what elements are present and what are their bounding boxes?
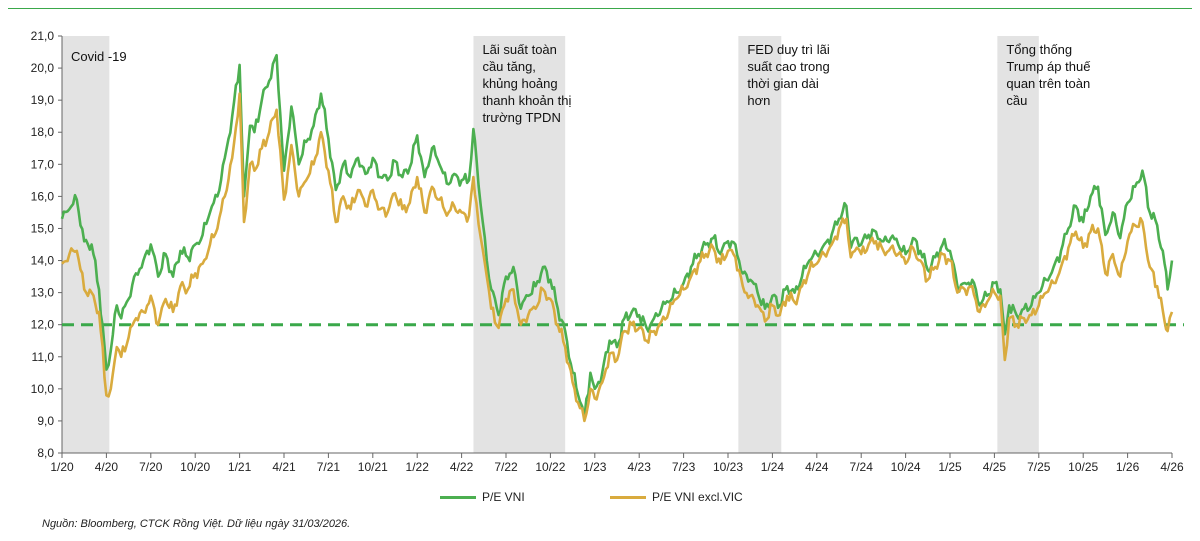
annotation-line: thanh khoản thị xyxy=(482,93,571,108)
annotation-line: quan trên toàn xyxy=(1006,76,1090,91)
x-tick-label: 10/25 xyxy=(1068,460,1098,474)
x-tick-label: 7/21 xyxy=(317,460,341,474)
x-tick-label: 4/23 xyxy=(628,460,652,474)
x-tick-label: 4/21 xyxy=(272,460,296,474)
legend-swatch-pe-vni xyxy=(440,495,476,499)
y-tick-label: 21,0 xyxy=(31,29,55,43)
y-tick-label: 14,0 xyxy=(31,254,55,268)
x-tick-label: 7/23 xyxy=(672,460,696,474)
annotation-line: FED duy trì lãi xyxy=(747,42,829,57)
y-tick-label: 16,0 xyxy=(31,189,55,203)
x-tick-label: 4/20 xyxy=(95,460,119,474)
y-tick-label: 9,0 xyxy=(37,414,54,428)
shaded-period-1 xyxy=(62,36,110,453)
series-line-p-e-vni xyxy=(60,53,1174,420)
legend: P/E VNI P/E VNI excl.VIC xyxy=(440,490,800,506)
annotation-2: Lãi suất toàn cầu tăng, khủng hoảng thanh k… xyxy=(482,42,571,125)
x-tick-label: 10/23 xyxy=(713,460,743,474)
source-note: Nguồn: Bloomberg, CTCK Rồng Việt. Dữ liệ… xyxy=(42,518,351,530)
x-tick-label: 1/24 xyxy=(761,460,785,474)
series-lines xyxy=(60,53,1174,423)
y-tick-label: 17,0 xyxy=(31,157,55,171)
x-tick-label: 7/24 xyxy=(850,460,874,474)
legend-item-pe-vni-excl-vic: P/E VNI excl.VIC xyxy=(610,490,743,504)
x-tick-label: 4/25 xyxy=(983,460,1007,474)
x-tick-label: 4/24 xyxy=(805,460,829,474)
y-tick-label: 10,0 xyxy=(31,382,55,396)
shaded-periods xyxy=(62,36,1039,453)
annotation-line: Covid -19 xyxy=(71,49,127,64)
x-tick-label: 1/22 xyxy=(406,460,430,474)
annotation-line: khủng hoảng xyxy=(482,76,557,91)
x-tick-label: 10/22 xyxy=(535,460,565,474)
annotation-line: trường TPDN xyxy=(482,110,560,125)
legend-swatch-pe-vni-excl-vic xyxy=(610,495,646,499)
y-tick-label: 15,0 xyxy=(31,221,55,235)
x-tick-label: 10/24 xyxy=(891,460,921,474)
x-tick-label: 1/20 xyxy=(50,460,74,474)
shaded-period-4 xyxy=(997,36,1039,453)
annotation-line: Tổng thống xyxy=(1006,42,1072,57)
period-annotations: Covid -19 Lãi suất toàn cầu tăng, khủng hoả… xyxy=(71,42,1091,125)
shaded-period-3 xyxy=(738,36,782,453)
annotation-line: thời gian dài xyxy=(747,76,819,91)
annotation-3: FED duy trì lãi suất cao trong thời gian d… xyxy=(747,42,829,108)
x-tick-label: 4/26 xyxy=(1160,460,1184,474)
x-tick-label: 7/22 xyxy=(494,460,518,474)
annotation-4: Tổng thống Trump áp thuế quan trên toàn cầu xyxy=(1006,42,1091,108)
legend-label-pe-vni-excl-vic: P/E VNI excl.VIC xyxy=(652,490,743,504)
x-tick-label: 1/25 xyxy=(938,460,962,474)
y-tick-label: 13,0 xyxy=(31,286,55,300)
x-tick-label: 7/25 xyxy=(1027,460,1051,474)
shaded-period-2 xyxy=(473,36,566,453)
x-tick-label: 10/21 xyxy=(358,460,388,474)
annotation-line: suất cao trong xyxy=(747,59,829,74)
x-tick-label: 4/22 xyxy=(450,460,474,474)
x-tick-label: 1/21 xyxy=(228,460,252,474)
series-line-p-e-vni-excl-vic xyxy=(61,92,1174,423)
annotation-line: hơn xyxy=(747,93,770,108)
x-tick-label: 7/20 xyxy=(139,460,163,474)
y-tick-label: 18,0 xyxy=(31,125,55,139)
y-tick-label: 20,0 xyxy=(31,61,55,75)
x-tick-label: 1/23 xyxy=(583,460,607,474)
annotation-1: Covid -19 xyxy=(71,49,127,64)
x-tick-label: 10/20 xyxy=(180,460,210,474)
top-divider xyxy=(8,8,1192,9)
legend-label-pe-vni: P/E VNI xyxy=(482,490,525,504)
y-tick-label: 12,0 xyxy=(31,318,55,332)
axes: 8,0 9,0 10,0 11,0 12,0 13,0 14,0 15,0 16,0 17,0 18… xyxy=(31,29,1184,474)
y-tick-label: 19,0 xyxy=(31,93,55,107)
x-tick-label: 1/26 xyxy=(1116,460,1140,474)
y-tick-label: 8,0 xyxy=(37,446,54,460)
annotation-line: cầu xyxy=(1006,93,1027,108)
annotation-line: Trump áp thuế xyxy=(1006,59,1091,74)
legend-item-pe-vni: P/E VNI xyxy=(440,490,525,504)
annotation-line: Lãi suất toàn xyxy=(482,42,556,57)
annotation-line: cầu tăng, xyxy=(482,59,536,74)
y-tick-label: 11,0 xyxy=(32,350,55,364)
